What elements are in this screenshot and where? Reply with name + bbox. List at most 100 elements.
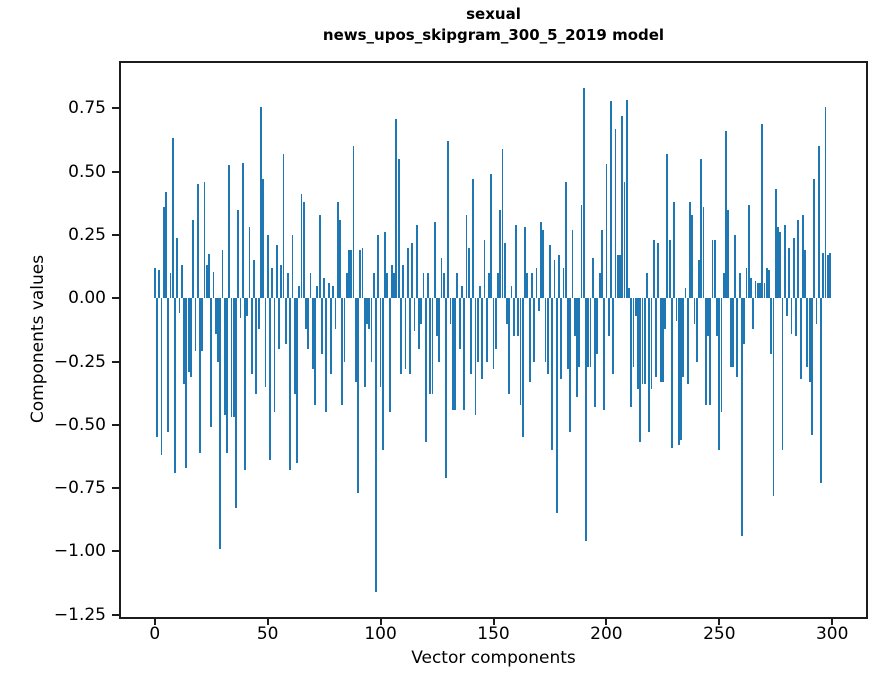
bar [564, 181, 567, 299]
x-axis-label: Vector components [411, 648, 576, 668]
bar [402, 265, 405, 299]
bar [587, 298, 590, 367]
bar [447, 141, 450, 299]
bar [260, 107, 262, 299]
bar [734, 234, 737, 299]
bar [594, 298, 597, 408]
bar [567, 298, 569, 370]
bar [228, 165, 231, 299]
bar [646, 272, 648, 299]
x-tick-mark [492, 619, 495, 625]
bar [302, 202, 305, 299]
bar [404, 298, 407, 370]
bar [379, 298, 382, 387]
bar [533, 298, 536, 362]
bar [738, 272, 741, 299]
y-tick-label: −0.75 [53, 478, 106, 499]
bar [569, 298, 572, 433]
bar [314, 298, 316, 405]
bar [501, 148, 504, 299]
bar [178, 298, 181, 314]
bar [786, 298, 788, 316]
bar [580, 204, 583, 299]
bar [637, 298, 639, 390]
bar [327, 283, 330, 299]
bar [492, 298, 495, 370]
bar [792, 237, 795, 299]
bar [711, 240, 714, 299]
bar [589, 298, 592, 367]
bar [682, 298, 685, 377]
bar [275, 245, 278, 299]
bar [194, 298, 197, 352]
bar [616, 255, 619, 299]
bar [400, 298, 402, 375]
bar [454, 298, 456, 410]
bar [287, 272, 289, 299]
bar [189, 298, 192, 377]
bar [488, 272, 490, 299]
bar [357, 298, 359, 494]
bar [603, 298, 606, 410]
bar [359, 250, 362, 299]
bar [232, 298, 235, 418]
bar [689, 202, 691, 299]
bar [171, 137, 174, 299]
bar [262, 179, 265, 299]
bar [165, 191, 167, 299]
bar [293, 298, 296, 395]
bar [235, 298, 237, 509]
bar [305, 298, 307, 329]
bar [162, 207, 165, 299]
bar [433, 222, 436, 299]
bar [641, 298, 644, 385]
bar [210, 298, 213, 428]
bar [745, 267, 748, 299]
bar [788, 247, 791, 299]
bar [600, 229, 603, 299]
bar [625, 99, 628, 299]
x-tick-label: 100 [364, 624, 397, 644]
bar [542, 229, 545, 299]
bar [226, 298, 228, 453]
bar [291, 234, 294, 299]
x-tick-label: 300 [815, 624, 849, 644]
bar [192, 219, 195, 299]
bar [630, 298, 633, 408]
bar [562, 267, 565, 299]
bar [336, 202, 339, 299]
bar [777, 227, 779, 299]
x-tick-label: 0 [149, 624, 161, 644]
bar [779, 232, 782, 299]
bar [693, 298, 696, 324]
bar [176, 237, 179, 299]
bar [763, 283, 766, 299]
bar [680, 298, 682, 440]
x-tick-label: 200 [590, 624, 623, 644]
plot-area [119, 61, 868, 619]
bar [384, 232, 386, 299]
y-tick-label: 0.00 [68, 288, 106, 309]
bar [551, 298, 554, 451]
bar [424, 298, 427, 443]
bar [366, 298, 368, 324]
bar [506, 298, 508, 324]
bar [490, 174, 493, 299]
bar [476, 298, 479, 362]
bar [736, 298, 739, 377]
bar [309, 272, 312, 299]
bar [634, 298, 637, 316]
bar [368, 298, 371, 329]
bar [169, 272, 172, 299]
bar [727, 209, 730, 299]
bar [411, 242, 414, 299]
y-tick-mark [112, 360, 119, 363]
bar [187, 298, 190, 372]
bar [183, 298, 186, 385]
bar [289, 298, 292, 471]
bar [695, 298, 698, 362]
bar [761, 123, 764, 299]
bar [375, 298, 377, 592]
bar [343, 298, 346, 362]
bar [526, 272, 529, 299]
